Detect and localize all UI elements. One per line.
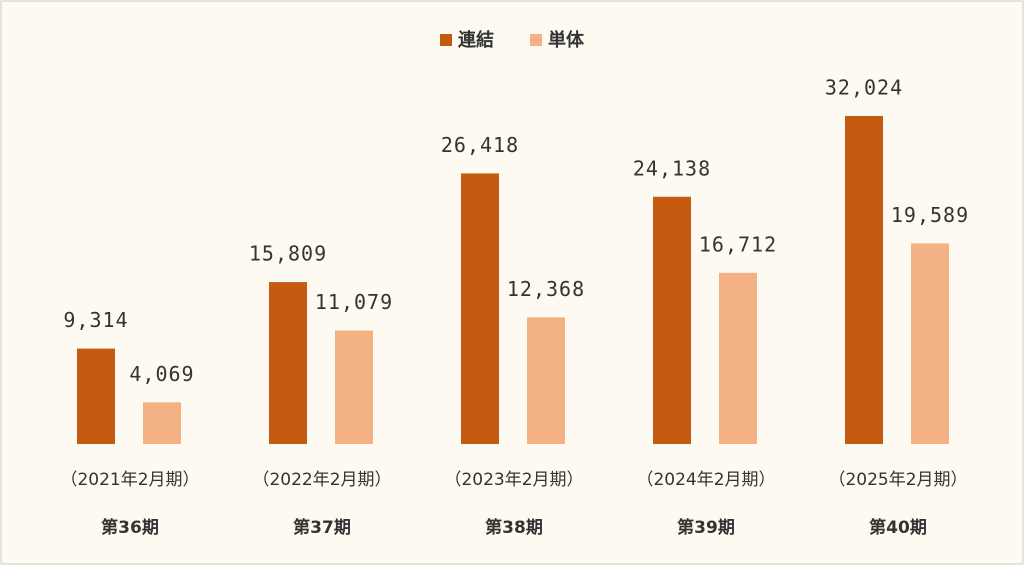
x-tick-period: （2024年2月期）: [636, 470, 775, 490]
bar: [335, 330, 373, 444]
value-label: 32,024: [825, 75, 903, 99]
legend-swatch: [530, 34, 542, 46]
bar: [911, 243, 949, 444]
bar: [77, 348, 115, 444]
value-label: 4,069: [129, 362, 194, 386]
bar: [461, 173, 499, 444]
value-label: 19,589: [891, 203, 969, 227]
x-tick-period: （2023年2月期）: [444, 470, 583, 490]
bar: [845, 115, 883, 445]
x-tick-period: （2021年2月期）: [60, 470, 199, 490]
value-label: 12,368: [507, 277, 585, 301]
bar: [653, 196, 691, 444]
bar: [269, 282, 307, 444]
bar: [719, 272, 757, 444]
x-tick-period: （2022年2月期）: [252, 470, 391, 490]
x-tick-label: 第39期: [677, 517, 735, 538]
value-label: 26,418: [441, 133, 519, 157]
x-tick-label: 第40期: [869, 517, 927, 538]
value-label: 11,079: [315, 290, 393, 314]
legend-swatch: [440, 34, 452, 46]
value-label: 24,138: [633, 156, 711, 180]
x-tick-label: 第38期: [485, 517, 543, 538]
value-label: 16,712: [699, 232, 777, 256]
value-label: 9,314: [63, 308, 128, 332]
x-tick-period: （2025年2月期）: [828, 470, 967, 490]
x-tick-label: 第37期: [293, 517, 351, 538]
bar: [143, 402, 181, 444]
bar: [527, 317, 565, 444]
x-tick-label: 第36期: [101, 517, 159, 538]
legend-label: 単体: [548, 29, 585, 51]
value-label: 15,809: [249, 242, 327, 266]
legend-label: 連結: [458, 29, 494, 51]
